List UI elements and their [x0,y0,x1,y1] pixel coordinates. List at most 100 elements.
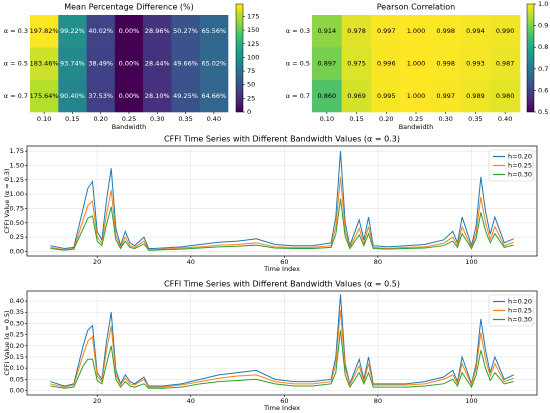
plot-frame [26,290,538,396]
heatmap-cell [199,47,229,80]
cell-label: 0.00% [119,92,140,100]
heatmap-cell [114,79,144,113]
heatmap-cell [58,79,87,113]
x-tick-label: 0.25 [409,115,423,123]
legend-box [488,149,534,182]
legend-label: h=0.20 [508,298,532,306]
cell-label: 64.66% [201,92,226,100]
heatmap-cell [371,15,402,48]
cell-label: 0.990 [496,27,515,35]
colorbar-tick-label: 0.7 [538,65,548,73]
x-tick-label: 40 [187,397,195,405]
cell-label: 0.995 [377,92,396,100]
cell-label: 0.998 [436,27,455,35]
x-axis-label: Bandwidth [399,123,434,131]
x-axis-label: Time Index [263,404,300,412]
colorbar-tick-label: 175 [247,12,259,20]
cell-label: 0.997 [436,92,455,100]
y-axis-label: CFFI Value (α = 0.5) [3,310,11,375]
cell-label: 40.02% [88,27,113,35]
colorbar-tick-label: 0.6 [538,86,548,94]
colorbar-tick-label: 0.8 [538,43,548,51]
cell-label: 0.998 [436,60,455,68]
heatmap-cell [490,47,521,80]
cell-label: 0.997 [377,27,396,35]
x-tick-label: 0.30 [438,115,452,123]
cell-label: 0.897 [318,60,337,68]
cell-label: 0.980 [496,92,515,100]
heatmap-cell [86,47,116,80]
heatmap-cell [86,15,116,48]
x-tick-label: 0.10 [320,115,334,123]
x-axis-label: Time Index [263,265,300,273]
y-tick-label: 0.15 [10,353,24,361]
cell-label: 37.53% [88,92,113,100]
heatmap-cell [171,47,201,80]
legend-label: h=0.30 [508,171,532,179]
y-tick-label: 0.35 [10,308,24,316]
cell-label: 0.860 [318,92,337,100]
y-tick-label: 0.75 [10,204,24,212]
cell-label: 0.978 [347,27,366,35]
cell-label: 0.994 [466,27,485,35]
y-tick-label: α = 0.3 [4,27,28,35]
heatmap-cell [30,79,59,113]
x-tick-label: 60 [280,397,288,405]
cell-label: 99.22% [60,27,85,35]
heatmap-cell [401,79,432,113]
colorbar-tick-label: 50 [247,81,255,89]
y-tick-label: 0.25 [10,233,24,241]
heatmap-cell [114,15,144,48]
heatmap-cell [171,79,201,113]
cell-label: 197.82% [30,27,59,35]
heatmap-cell [371,47,402,80]
cell-label: 49.66% [173,60,198,68]
y-tick-label: 0.30 [10,319,24,327]
heatmap-cell [430,47,461,80]
legend-label: h=0.30 [508,316,532,324]
x-tick-label: 0.25 [122,115,136,123]
cell-label: 93.74% [60,60,85,68]
series-line [50,151,514,250]
x-tick-label: 0.15 [349,115,363,123]
heatmap-cell [143,15,172,48]
heatmap-cell [401,47,432,80]
colorbar-tick-label: 100 [247,53,259,61]
x-tick-label: 20 [93,397,101,405]
heatmap-cell [312,15,343,48]
cell-label: 175.64% [30,92,59,100]
cell-label: 1.000 [407,92,426,100]
chart-title: CFFI Time Series with Different Bandwidt… [164,280,400,289]
heatmap-cell [30,15,59,48]
y-tick-label: 0.00 [10,247,24,255]
cell-label: 0.914 [318,27,337,35]
y-tick-label: 0.25 [10,331,24,339]
y-tick-label: α = 0.7 [4,92,28,100]
chart-title: CFFI Time Series with Different Bandwidt… [164,135,400,144]
y-tick-label: 1.00 [10,190,24,198]
colorbar-tick-label: 75 [247,67,255,75]
heatmap-cell [490,15,521,48]
heatmap-cell [341,15,372,48]
x-tick-label: 0.15 [65,115,79,123]
cell-label: 183.46% [30,60,59,68]
series-line [50,309,514,388]
legend-label: h=0.25 [508,162,532,170]
series-line [50,294,514,387]
heatmap-cell [490,79,521,113]
heatmap-cell [312,47,343,80]
x-tick-label: 40 [187,258,195,266]
heatmap-cell [401,15,432,48]
x-tick-label: 0.40 [498,115,512,123]
cell-label: 65.56% [201,27,226,35]
cell-label: 38.49% [88,60,113,68]
x-tick-label: 20 [93,258,101,266]
series-line [50,198,514,251]
heatmap-cell [199,15,229,48]
cell-label: 28.10% [145,92,170,100]
y-axis-label: CFFI Value (α = 0.3) [3,168,11,233]
heatmap-cell [371,79,402,113]
legend-label: h=0.25 [508,307,532,315]
colorbar-tick-label: 150 [247,26,259,34]
